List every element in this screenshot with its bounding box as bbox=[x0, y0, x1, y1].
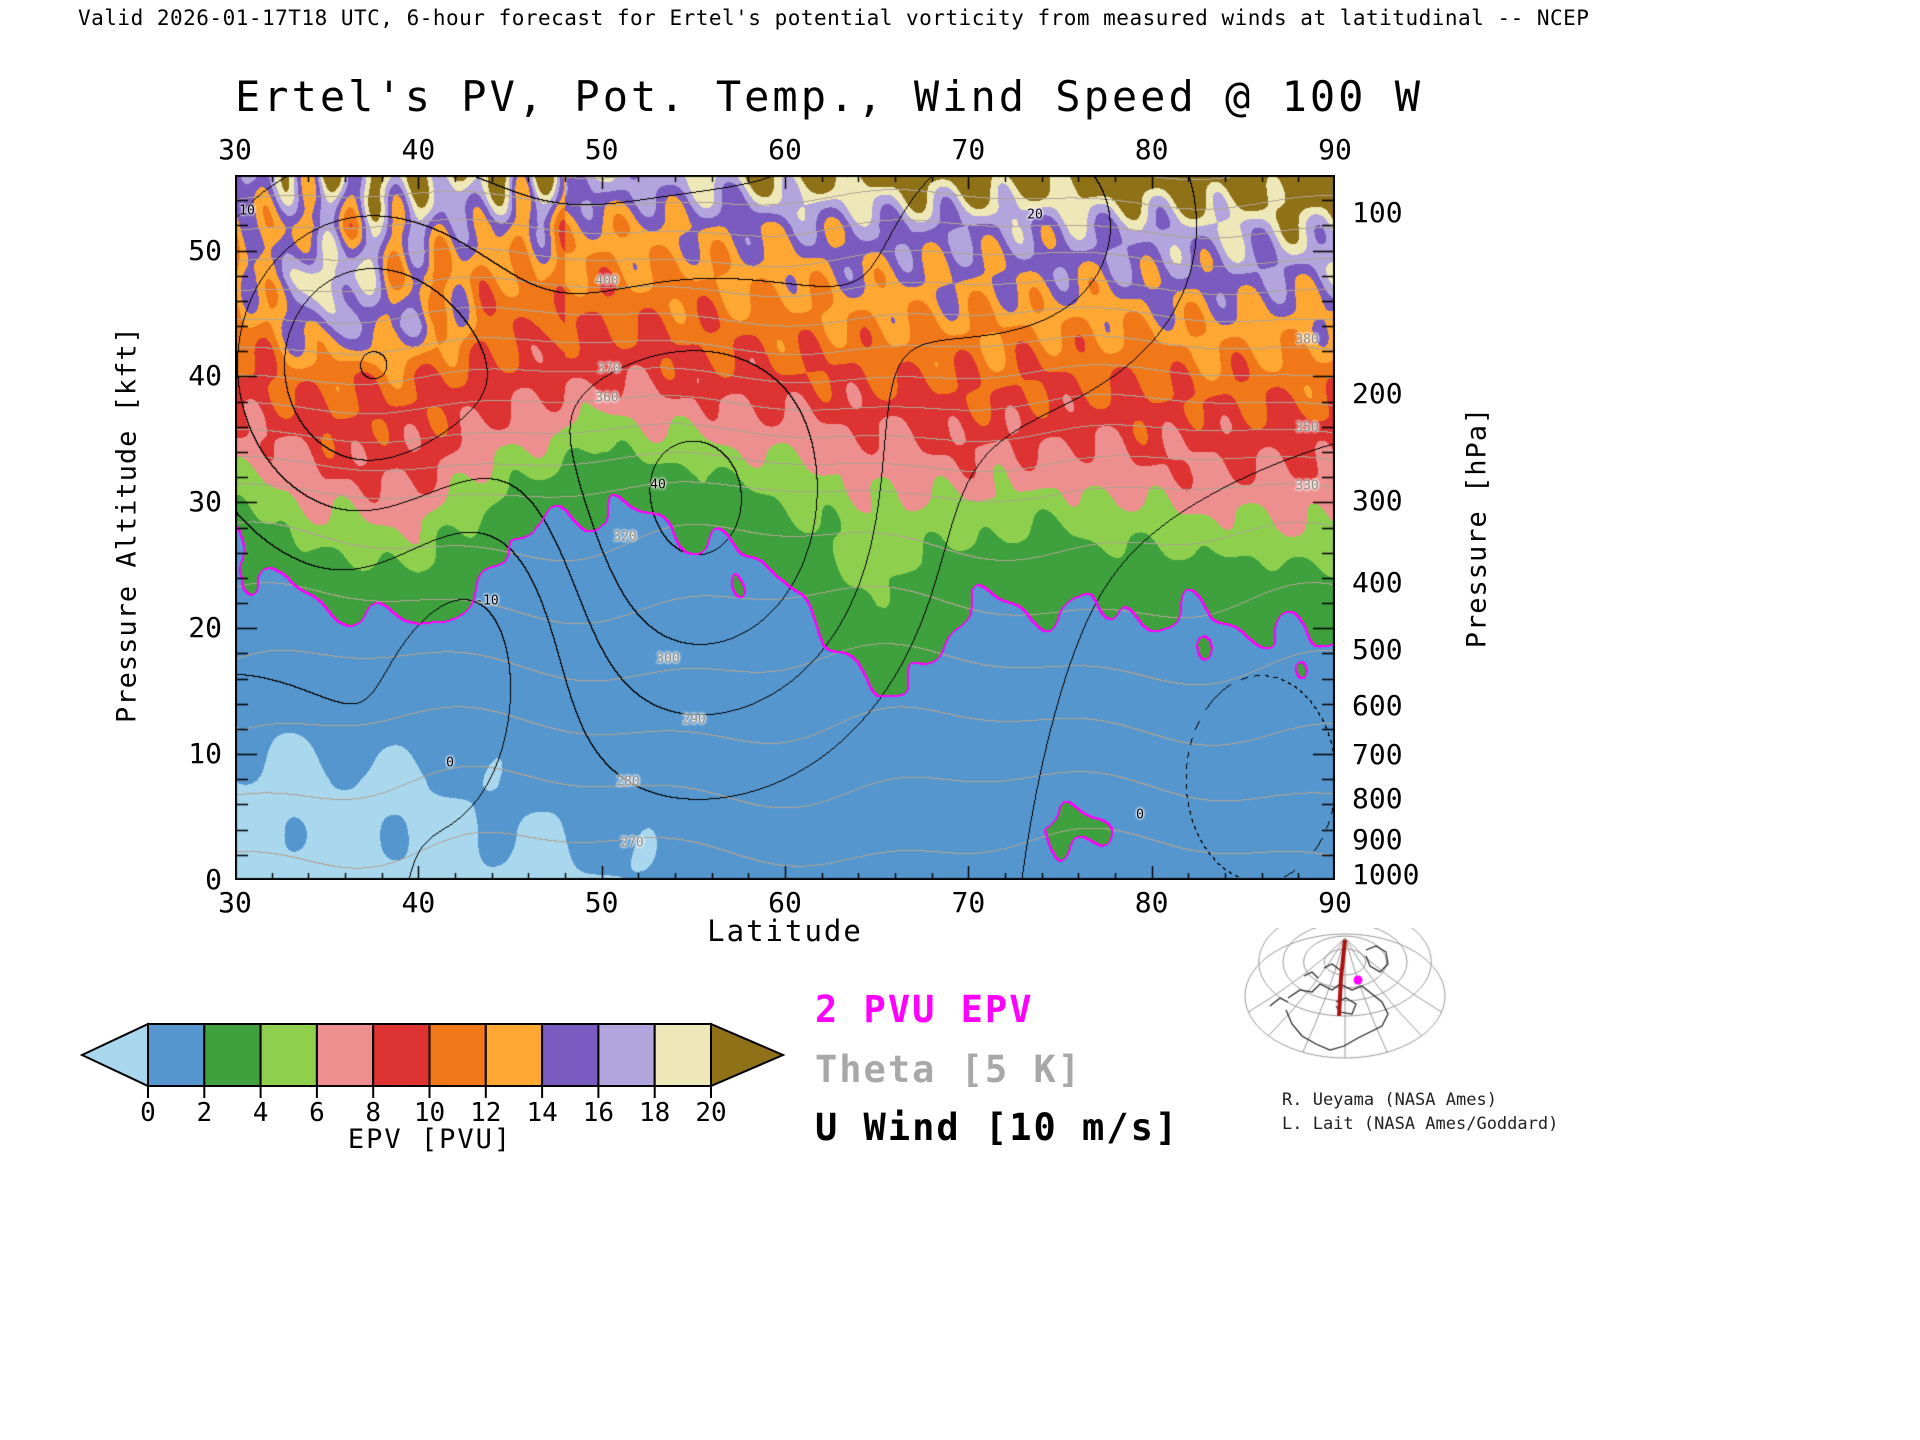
x-axis-bottom-tick-label: 30 bbox=[218, 886, 252, 919]
y-right-tick-label: 500 bbox=[1352, 632, 1403, 666]
colorbar-tick-label: 8 bbox=[365, 1098, 381, 1126]
colorbar-segment bbox=[372, 1023, 431, 1087]
y-right-tick-label: 600 bbox=[1352, 689, 1403, 723]
credit-line-1: R. Ueyama (NASA Ames) bbox=[1282, 1090, 1497, 1110]
y-right-tick-label: 700 bbox=[1352, 738, 1403, 772]
x-axis-title: Latitude bbox=[707, 914, 863, 948]
colorbar-over-arrow bbox=[710, 1022, 786, 1088]
colorbar-segment bbox=[147, 1023, 206, 1087]
colorbar-tick-label: 2 bbox=[196, 1098, 212, 1126]
credit-line-2: L. Lait (NASA Ames/Goddard) bbox=[1282, 1114, 1559, 1134]
epv-field-canvas bbox=[235, 175, 1335, 880]
colorbar-segment bbox=[203, 1023, 262, 1087]
y-left-tick-label: 50 bbox=[188, 233, 222, 267]
legend-u-wind: U Wind [10 m/s] bbox=[815, 1106, 1180, 1149]
x-axis-top-tick-label: 60 bbox=[768, 133, 802, 166]
y-right-tick-label: 800 bbox=[1352, 782, 1403, 816]
colorbar-tick-label: 10 bbox=[414, 1098, 445, 1126]
y-right-tick-label: 300 bbox=[1352, 484, 1403, 518]
x-axis-bottom-tick-label: 80 bbox=[1134, 886, 1169, 919]
epv-colorbar: 0 2 4 6 8 10 12 14 16 18 20 bbox=[79, 1022, 786, 1128]
y-left-tick-label: 30 bbox=[188, 485, 222, 519]
colorbar-segment bbox=[597, 1023, 656, 1087]
legend-theta: Theta [5 K] bbox=[815, 1048, 1083, 1091]
colorbar-segment bbox=[541, 1023, 600, 1087]
y-left-tick-label: 40 bbox=[188, 359, 222, 393]
y-right-tick-label: 1000 bbox=[1352, 858, 1420, 892]
x-axis-top-tick-label: 30 bbox=[218, 133, 252, 166]
colorbar-segment bbox=[484, 1023, 544, 1087]
y-right-tick-label: 200 bbox=[1352, 377, 1403, 411]
colorbar-under-arrow bbox=[79, 1022, 149, 1088]
colorbar-tick-label: 4 bbox=[253, 1098, 269, 1126]
x-axis-bottom-tick-label: 70 bbox=[951, 886, 986, 919]
y-right-tick-label: 400 bbox=[1352, 565, 1403, 599]
colorbar-tick-label: 12 bbox=[470, 1098, 501, 1126]
colorbar-segment bbox=[653, 1023, 713, 1087]
colorbar-tick-label: 6 bbox=[309, 1098, 325, 1126]
x-axis-bottom-tick-label: 90 bbox=[1318, 886, 1352, 919]
colorbar-tick-label: 14 bbox=[526, 1098, 557, 1126]
colorbar-tick-label: 16 bbox=[583, 1098, 614, 1126]
chart-title: Ertel's PV, Pot. Temp., Wind Speed @ 100… bbox=[235, 72, 1424, 121]
x-axis-bottom-tick-label: 40 bbox=[401, 886, 436, 919]
legend-2pvu-epv: 2 PVU EPV bbox=[815, 988, 1034, 1031]
colorbar-tick-label: 18 bbox=[639, 1098, 670, 1126]
y-right-tick-label: 900 bbox=[1352, 822, 1403, 856]
colorbar-title: EPV [PVU] bbox=[347, 1124, 513, 1155]
colorbar-segment bbox=[315, 1023, 375, 1087]
location-map-inset bbox=[1240, 928, 1450, 1068]
colorbar-segment bbox=[428, 1023, 487, 1087]
x-axis-top-tick-label: 50 bbox=[584, 133, 619, 166]
colorbar-segment bbox=[259, 1023, 318, 1087]
colorbar-tick-label: 20 bbox=[695, 1098, 726, 1126]
y-right-tick-label: 100 bbox=[1352, 195, 1403, 229]
x-axis-top-tick-label: 90 bbox=[1318, 133, 1352, 166]
x-axis-top-tick-label: 80 bbox=[1134, 133, 1169, 166]
y-left-tick-label: 0 bbox=[205, 863, 222, 896]
cross-section-plot: 400 370 360 320 300 290 280 270 380 350 330 10 20 40-… bbox=[235, 175, 1335, 880]
x-axis-bottom-tick-label: 50 bbox=[584, 886, 619, 919]
y-left-tick-label: 20 bbox=[188, 611, 222, 645]
x-axis-top-tick-label: 70 bbox=[951, 133, 986, 166]
colorbar-svg: 0 2 4 6 8 10 12 14 16 18 20 bbox=[79, 1022, 786, 1128]
x-axis-bottom-tick-label: 60 bbox=[768, 886, 802, 919]
y-right-axis-title: Pressure [hPa] bbox=[1461, 406, 1493, 649]
colorbar-tick-label: 0 bbox=[140, 1098, 156, 1126]
y-left-axis-title: Pressure Altitude [kft] bbox=[111, 326, 143, 723]
valid-time-line: Valid 2026-01-17T18 UTC, 6-hour forecast… bbox=[78, 6, 1590, 30]
y-left-tick-label: 10 bbox=[188, 737, 222, 771]
x-axis-top-tick-label: 40 bbox=[401, 133, 436, 166]
